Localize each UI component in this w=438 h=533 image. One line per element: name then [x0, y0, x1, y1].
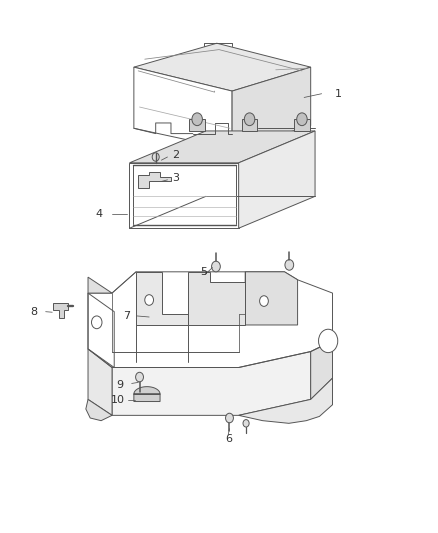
Text: 5: 5 [200, 267, 207, 277]
Polygon shape [136, 272, 188, 325]
Polygon shape [130, 131, 315, 163]
Polygon shape [245, 272, 297, 325]
Text: 8: 8 [30, 306, 38, 317]
Text: 4: 4 [96, 209, 103, 220]
Polygon shape [294, 119, 310, 131]
Circle shape [192, 113, 202, 126]
Polygon shape [88, 293, 114, 368]
Text: 2: 2 [172, 150, 179, 160]
Polygon shape [188, 272, 245, 325]
Polygon shape [86, 399, 112, 421]
Circle shape [260, 296, 268, 306]
Text: 9: 9 [117, 380, 124, 390]
Circle shape [318, 329, 338, 353]
Polygon shape [242, 119, 258, 131]
Polygon shape [88, 349, 112, 415]
Text: 1: 1 [335, 88, 342, 99]
Circle shape [152, 153, 159, 161]
Polygon shape [134, 386, 160, 401]
Polygon shape [232, 67, 311, 150]
Circle shape [285, 260, 293, 270]
Polygon shape [88, 277, 112, 293]
Text: 7: 7 [123, 311, 130, 321]
Circle shape [244, 113, 255, 126]
Text: 6: 6 [226, 434, 233, 445]
Polygon shape [138, 172, 171, 188]
Polygon shape [239, 131, 315, 228]
Circle shape [297, 113, 307, 126]
Circle shape [226, 413, 233, 423]
Circle shape [243, 419, 249, 427]
Circle shape [92, 316, 102, 329]
Polygon shape [239, 378, 332, 423]
Polygon shape [53, 303, 68, 318]
Polygon shape [311, 341, 332, 399]
Polygon shape [112, 352, 311, 415]
Circle shape [136, 372, 144, 382]
Polygon shape [134, 67, 232, 150]
Circle shape [212, 261, 220, 272]
Polygon shape [189, 119, 205, 131]
Polygon shape [134, 43, 311, 91]
Circle shape [145, 295, 153, 305]
Text: 3: 3 [172, 173, 179, 183]
Polygon shape [130, 163, 239, 228]
Text: 10: 10 [111, 395, 125, 405]
